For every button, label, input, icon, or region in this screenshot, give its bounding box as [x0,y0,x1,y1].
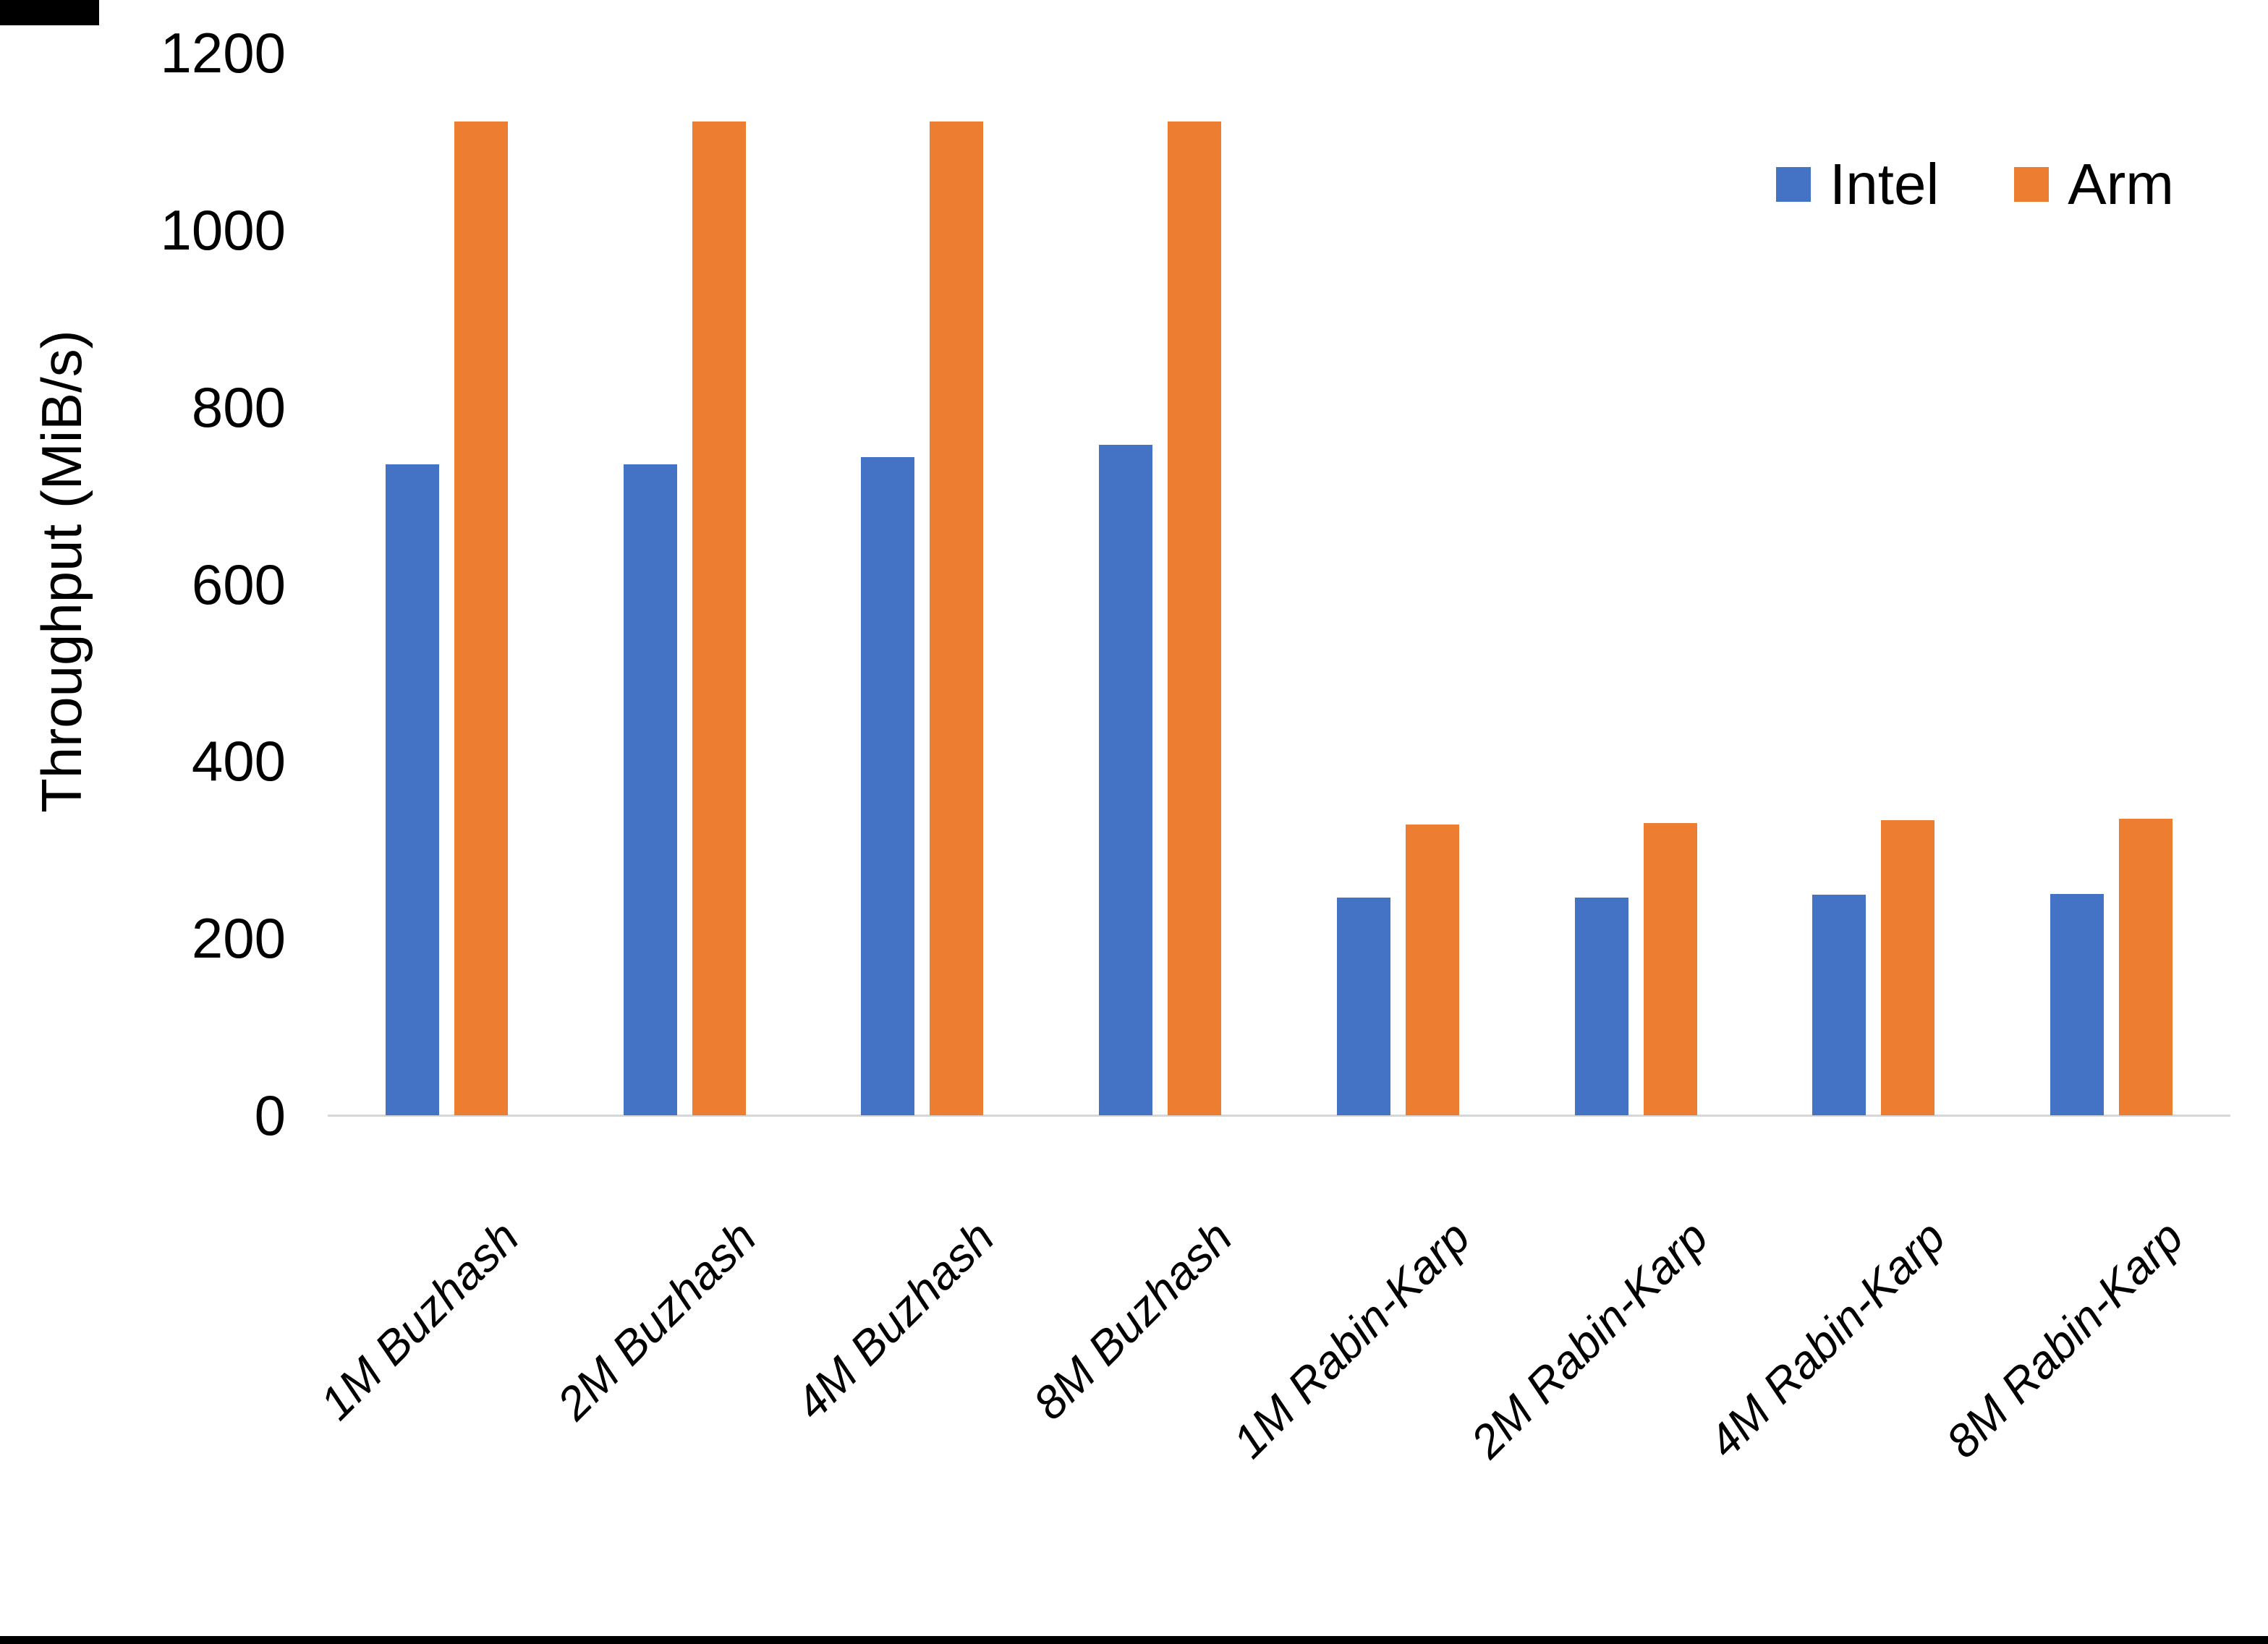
bar-arm-8m-buzhash [1168,122,1222,1115]
legend-swatch-arm [2014,167,2050,202]
bar-arm-2m-rabin-karp [1643,823,1697,1115]
y-tick-label-1200: 1200 [160,21,286,85]
bar-intel-4m-buzhash [861,457,915,1115]
bar-arm-4m-rabin-karp [1881,820,1935,1115]
bar-intel-1m-buzhash [385,464,439,1115]
top-left-black-artifact [0,0,99,25]
x-tick-label-1m-buzhash: 1M Buzhash [309,1211,529,1430]
bottom-border-line [0,1636,2268,1644]
bar-arm-1m-buzhash [454,122,508,1115]
bar-arm-8m-rabin-karp [2119,818,2173,1115]
x-tick-label-4m-buzhash: 4M Buzhash [785,1211,1004,1430]
x-tick-label-8m-buzhash: 8M Buzhash [1023,1211,1242,1430]
x-tick-label-1m-rabin-karp: 1M Rabin-Karp [1223,1211,1480,1468]
legend-item-arm: Arm [2014,145,2174,224]
y-tick-label-400: 400 [191,729,286,793]
y-tick-label-600: 600 [191,552,286,616]
bar-intel-4m-rabin-karp [1812,895,1866,1115]
legend-label-arm: Arm [2068,152,2174,216]
legend: Intel Arm [1776,142,2174,227]
legend-swatch-intel [1776,167,1811,202]
bar-arm-4m-buzhash [930,122,984,1115]
x-axis-line [328,1115,2230,1117]
bar-intel-8m-rabin-karp [2050,893,2105,1115]
bar-arm-2m-buzhash [692,122,746,1115]
bar-intel-2m-buzhash [623,464,677,1115]
x-tick-label-2m-buzhash: 2M Buzhash [547,1211,767,1430]
bar-intel-8m-buzhash [1099,445,1153,1115]
x-tick-label-8m-rabin-karp: 8M Rabin-Karp [1936,1211,2193,1468]
y-tick-label-1000: 1000 [160,197,286,262]
y-tick-label-0: 0 [254,1083,286,1147]
y-tick-label-800: 800 [191,375,286,439]
x-tick-label-2m-rabin-karp: 2M Rabin-Karp [1460,1211,1718,1468]
bar-intel-1m-rabin-karp [1336,897,1390,1115]
bar-intel-2m-rabin-karp [1574,897,1628,1115]
y-tick-label-200: 200 [191,906,286,971]
legend-label-intel: Intel [1830,152,1940,216]
x-tick-label-4m-rabin-karp: 4M Rabin-Karp [1698,1211,1955,1468]
legend-item-intel: Intel [1776,145,1939,224]
bar-arm-1m-rabin-karp [1405,825,1459,1115]
